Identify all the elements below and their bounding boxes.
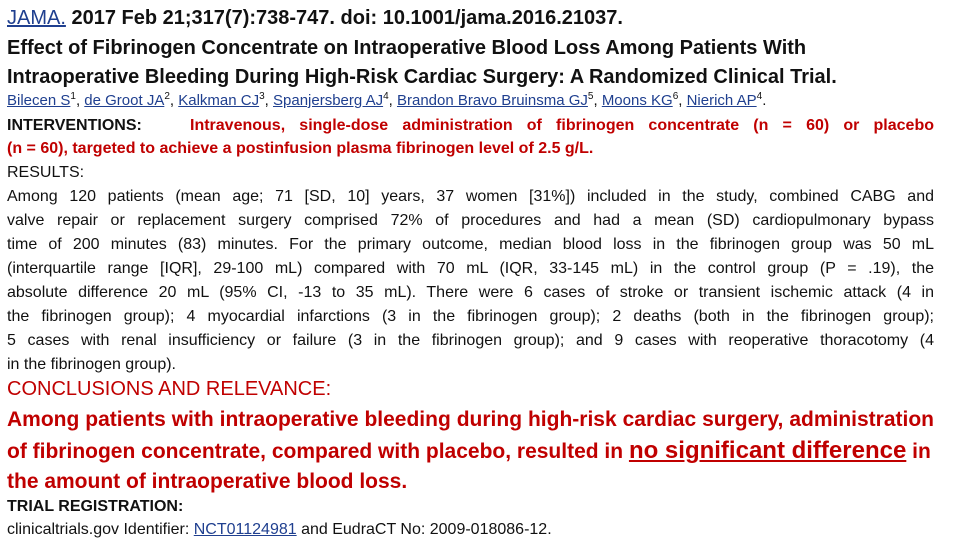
author-affiliation: 6 [672,91,679,102]
author-affiliation: 2 [164,91,170,102]
results-line: time of 200 minutes (83) minutes. For th… [7,236,934,253]
title-line-2: Intraoperative Bleeding During High-Risk… [7,66,837,88]
author-affiliation: 1 [70,91,76,102]
conclusions-emphasis: no significant difference [628,437,907,464]
results-line: Among 120 patients (mean age; 71 [SD, 10… [7,188,934,205]
registration-text: clinicaltrials.gov Identifier: [7,521,190,538]
results-label: RESULTS: [7,164,85,181]
results-line: 5 cases with renal insufficiency or fail… [7,332,934,349]
authors-line: Bilecen S1, de Groot JA2, Kalkman CJ3, S… [7,91,767,110]
conclusions-text: in [912,440,931,463]
author-link[interactable]: Bilecen S [7,92,71,109]
conclusions-line-3: the amount of intraoperative blood loss. [7,470,408,493]
results-line: (interquartile range [IQR], 29-100 mL) c… [7,260,934,277]
author-affiliation: 5 [587,91,594,102]
interventions-line-1: INTERVENTIONS: Intravenous, single-dose … [7,114,934,162]
author-link[interactable]: Nierich AP [686,92,757,109]
title-line-1: Effect of Fibrinogen Concentrate on Intr… [7,37,807,59]
conclusions-text: of fibrinogen concentrate, compared with… [7,440,624,463]
conclusions-line-1: Among patients with intraoperative bleed… [7,408,934,431]
author-link[interactable]: de Groot JA [84,92,165,109]
conclusions-label: CONCLUSIONS AND RELEVANCE: [7,378,332,400]
interventions-text-1: Intravenous, single-dose administration … [190,117,934,134]
results-line: valve repair or replacement surgery comp… [7,212,934,229]
citation-line: JAMA. 2017 Feb 21;317(7):738-747. doi: 1… [7,7,623,30]
results-last-line: in the fibrinogen group). [7,356,176,373]
journal-link[interactable]: JAMA. [7,7,66,29]
nct-link[interactable]: NCT01124981 [193,521,297,538]
registration-line: clinicaltrials.gov Identifier: NCT011249… [7,518,552,542]
author-affiliation: 3 [259,91,265,102]
author-link[interactable]: Moons KG [601,92,673,109]
author-link[interactable]: Kalkman CJ [178,92,260,109]
registration-label: TRIAL REGISTRATION: [7,498,184,515]
author-link[interactable]: Spanjersberg AJ [273,92,384,109]
results-line: absolute difference 20 mL (95% CI, -13 t… [7,284,934,301]
interventions-label: INTERVENTIONS: [7,117,142,134]
results-line: the fibrinogen group); 4 myocardial infa… [7,308,934,325]
conclusions-line-2: of fibrinogen concentrate, compared with… [7,436,934,467]
interventions-text-2: (n = 60), targeted to achieve a postinfu… [7,140,594,157]
citation-ref: 2017 Feb 21;317(7):738-747. doi: 10.1001… [71,7,623,29]
author-link[interactable]: Brandon Bravo Bruinsma GJ [396,92,588,109]
registration-text: and EudraCT No: 2009-018086-12. [301,521,552,538]
author-affiliation: 4 [756,91,763,102]
author-affiliation: 4 [383,91,389,102]
